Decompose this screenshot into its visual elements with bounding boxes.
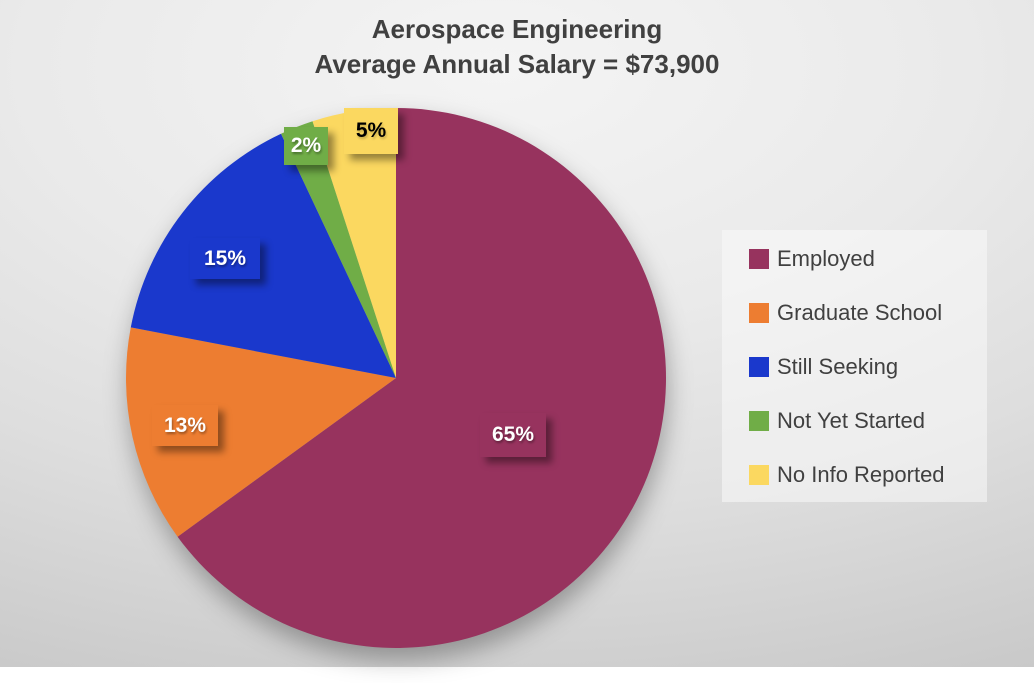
pie-value-label-no-info-reported: 5% <box>344 108 398 154</box>
legend-label-still-seeking: Still Seeking <box>777 354 899 379</box>
pie-svg <box>125 108 667 648</box>
legend-item-not-yet-started: Not Yet Started <box>749 408 987 433</box>
pie-value-label-employed: 65% <box>480 413 546 457</box>
legend-swatch-still-seeking <box>749 357 769 377</box>
legend: Employed Graduate School Still Seeking N… <box>722 230 987 502</box>
legend-item-graduate-school: Graduate School <box>749 300 987 325</box>
legend-item-still-seeking: Still Seeking <box>749 354 987 379</box>
legend-swatch-graduate-school <box>749 303 769 323</box>
pie-value-label-graduate-school: 13% <box>152 405 218 446</box>
chart-title-line1: Aerospace Engineering <box>371 14 663 44</box>
legend-item-no-info-reported: No Info Reported <box>749 462 987 487</box>
pie-value-label-not-yet-started: 2% <box>284 127 328 165</box>
pie-slice-still-seeking <box>130 133 396 378</box>
chart-canvas: Aerospace Engineering Average Annual Sal… <box>0 0 1034 667</box>
pie-chart <box>96 78 696 678</box>
legend-label-not-yet-started: Not Yet Started <box>777 408 925 433</box>
legend-label-employed: Employed <box>777 246 875 271</box>
legend-swatch-employed <box>749 249 769 269</box>
legend-label-no-info-reported: No Info Reported <box>777 462 945 487</box>
chart-title-line2: Average Annual Salary = $73,900 <box>314 49 720 79</box>
legend-swatch-no-info-reported <box>749 465 769 485</box>
legend-swatch-not-yet-started <box>749 411 769 431</box>
chart-title: Aerospace Engineering Average Annual Sal… <box>0 12 1034 82</box>
pie-slice-employed <box>177 108 667 648</box>
pie-slice-no-info-reported <box>312 108 396 378</box>
pie-value-label-still-seeking: 15% <box>190 238 260 279</box>
legend-item-employed: Employed <box>749 246 987 271</box>
legend-label-graduate-school: Graduate School <box>777 300 943 325</box>
pie-slice-not-yet-started <box>281 121 396 379</box>
pie-slice-graduate-school <box>125 327 397 537</box>
